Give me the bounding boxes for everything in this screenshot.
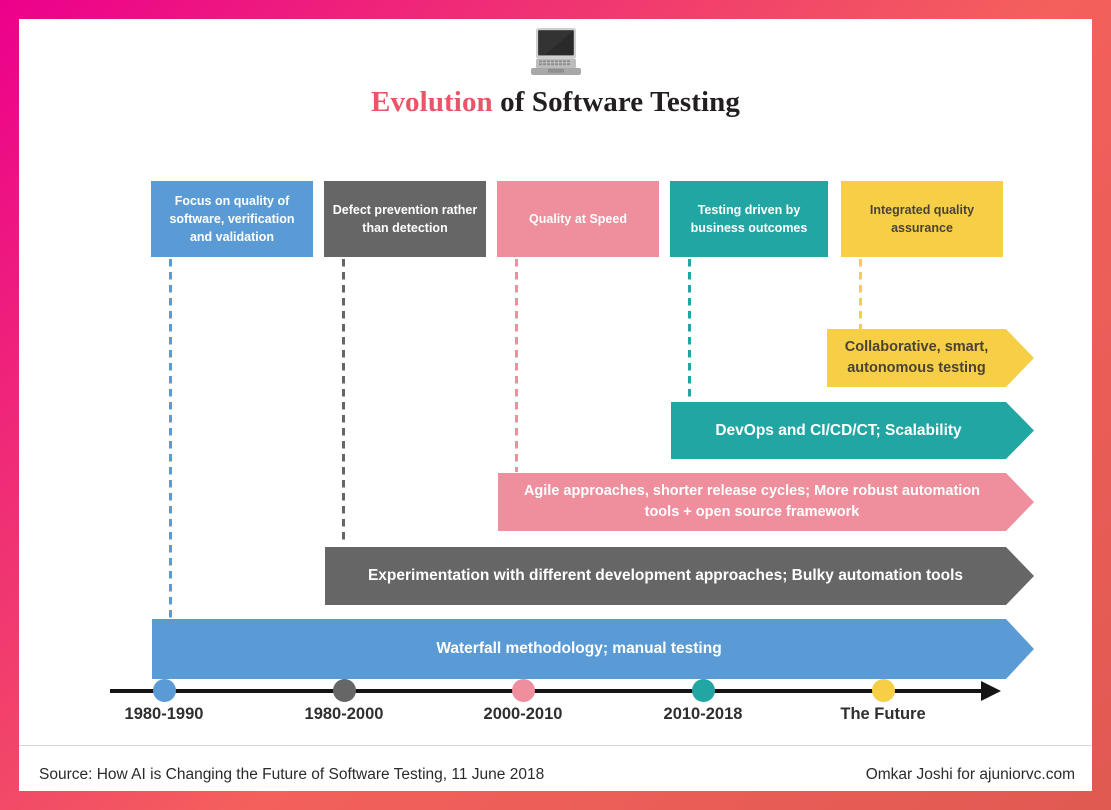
- category-box-label: Integrated quality assurance: [869, 202, 975, 235]
- timeline-arrowhead-icon: [981, 681, 1001, 701]
- timeline-dot-point-1980-1990[interactable]: [152, 679, 176, 702]
- timeline-label-point-1980-2000: 1980-2000: [304, 705, 384, 723]
- title-accent: Evolution: [371, 86, 493, 118]
- category-box-quality-at-speed[interactable]: Quality at Speed: [497, 181, 659, 257]
- title-rest: of Software Testing: [492, 86, 740, 118]
- arrow-bar-waterfall[interactable]: Waterfall methodology; manual testing: [152, 619, 1034, 679]
- timeline-dot-point-2010-2018[interactable]: [691, 679, 715, 702]
- category-box-integrated-quality[interactable]: Integrated quality assurance: [841, 181, 1003, 257]
- timeline-label-point-2010-2018: 2010-2018: [663, 705, 743, 723]
- timeline-label-point-1980-1990: 1980-1990: [124, 705, 204, 723]
- connector-pink: [515, 259, 518, 472]
- connector-teal: [688, 259, 691, 401]
- timeline-label-point-the-future: The Future: [840, 705, 926, 723]
- laptop-icon: [525, 24, 587, 84]
- connector-blue: [169, 259, 172, 619]
- arrow-bar-devops-cicd[interactable]: DevOps and CI/CD/CT; Scalability: [671, 402, 1034, 459]
- arrow-bar-label: DevOps and CI/CD/CT; Scalability: [715, 421, 962, 439]
- arrow-bar-label: Collaborative, smart, autonomous testing: [844, 339, 989, 376]
- category-box-focus-on-quality[interactable]: Focus on quality of software, verificati…: [151, 181, 313, 257]
- arrow-bar-collaborative-smart[interactable]: Collaborative, smart, autonomous testing: [827, 329, 1034, 387]
- category-box-testing-driven[interactable]: Testing driven by business outcomes: [670, 181, 828, 257]
- footer-divider: [19, 745, 1092, 746]
- category-box-defect-prevention[interactable]: Defect prevention rather than detection: [324, 181, 486, 257]
- category-box-label: Quality at Speed: [529, 211, 627, 226]
- category-box-label: Defect prevention rather than detection: [332, 202, 478, 235]
- timeline-dot-point-2000-2010[interactable]: [511, 679, 535, 702]
- category-box-label: Testing driven by business outcomes: [690, 202, 808, 235]
- timeline-dot-point-the-future[interactable]: [871, 679, 895, 702]
- timeline-dot-point-1980-2000[interactable]: [332, 679, 356, 702]
- connector-yellow: [859, 259, 862, 329]
- source-text: Source: How AI is Changing the Future of…: [39, 766, 545, 783]
- arrow-bar-experimentation[interactable]: Experimentation with different developme…: [325, 547, 1034, 605]
- arrow-bar-agile-approaches[interactable]: Agile approaches, shorter release cycles…: [498, 473, 1034, 531]
- timeline-label-point-2000-2010: 2000-2010: [483, 705, 563, 723]
- connector-gray: [342, 259, 345, 544]
- timeline-axis: [110, 689, 985, 693]
- arrow-bar-label: Waterfall methodology; manual testing: [436, 640, 722, 657]
- category-box-label: Focus on quality of software, verificati…: [169, 193, 295, 245]
- arrow-bar-label: Experimentation with different developme…: [367, 567, 964, 584]
- arrow-bar-label: Agile approaches, shorter release cycles…: [523, 483, 981, 520]
- credit-text: Omkar Joshi for ajuniorvc.com: [865, 766, 1075, 783]
- infographic-canvas: Evolution of Software Testing Focus on q…: [19, 19, 1092, 791]
- page-title: Evolution of Software Testing: [19, 86, 1092, 119]
